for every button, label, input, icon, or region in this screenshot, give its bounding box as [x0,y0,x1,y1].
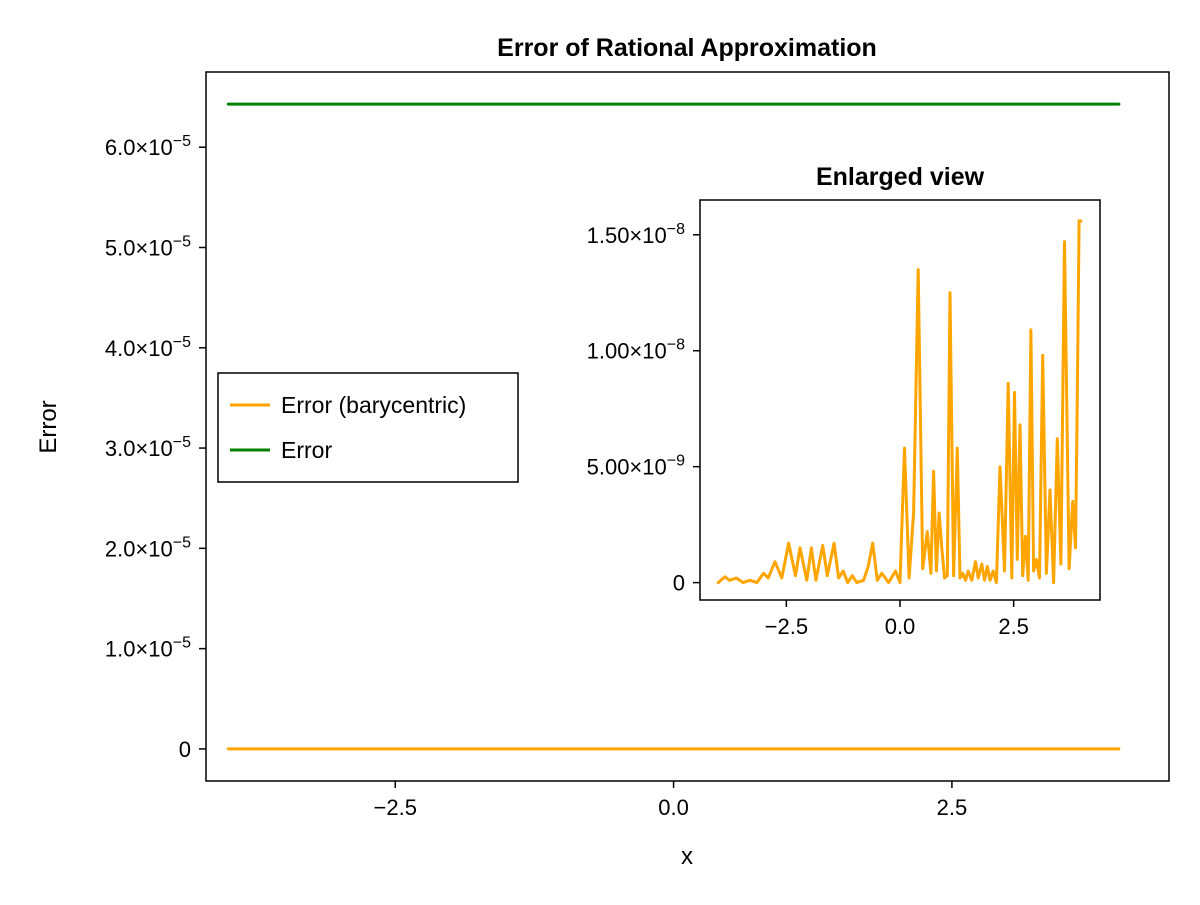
inset-x-tick-label: −2.5 [765,614,808,639]
inset-y-tick-label: 1.00×10−8 [587,337,685,364]
inset-series-group [716,219,1083,585]
main-y-tick-label: 3.0×10−5 [105,434,191,461]
main-series-group [226,102,1121,751]
inset-chart-title: Enlarged view [816,163,985,191]
y-axis-label: Error [35,400,62,453]
inset-y-tick-label: 0 [673,571,685,596]
main-y-tick-label: 0 [179,737,191,762]
main-y-tick-label: 1.0×10−5 [105,635,191,662]
main-x-tick-label: −2.5 [374,795,417,820]
inset-x-tick-label: 2.5 [998,614,1029,639]
main-y-tick-label: 4.0×10−5 [105,334,191,361]
main-y-tick-label: 2.0×10−5 [105,534,191,561]
main-chart-title: Error of Rational Approximation [497,34,877,62]
legend: Error (barycentric) Error [217,372,519,483]
inset-series-line-0 [716,219,1083,585]
main-y-tick-label: 5.0×10−5 [105,233,191,260]
inset-chart: Enlarged view −2.5 0.0 2.5 0 5.00×10−9 1.00×1… [587,163,1101,639]
main-y-tick-label: 6.0×10−5 [105,133,191,160]
legend-label-barycentric: Error (barycentric) [281,392,466,418]
legend-box [217,372,519,483]
legend-label-error: Error [281,437,332,463]
inset-y-tick-label: 5.00×10−9 [587,453,685,480]
main-axis-ticks: −2.5 0.0 2.5 0 1.0×10−5 2.0×10−5 3.0×10−5 4.0×1… [105,133,967,820]
x-axis-label: x [681,843,693,870]
inset-y-tick-label: 1.50×10−8 [587,221,685,248]
inset-x-tick-label: 0.0 [885,614,916,639]
main-plot-frame [205,71,1170,782]
main-x-tick-label: 2.5 [937,795,968,820]
inset-axis-ticks: −2.5 0.0 2.5 0 5.00×10−9 1.00×10−8 1.50×10−8 [587,221,1029,639]
main-x-tick-label: 0.0 [658,795,689,820]
